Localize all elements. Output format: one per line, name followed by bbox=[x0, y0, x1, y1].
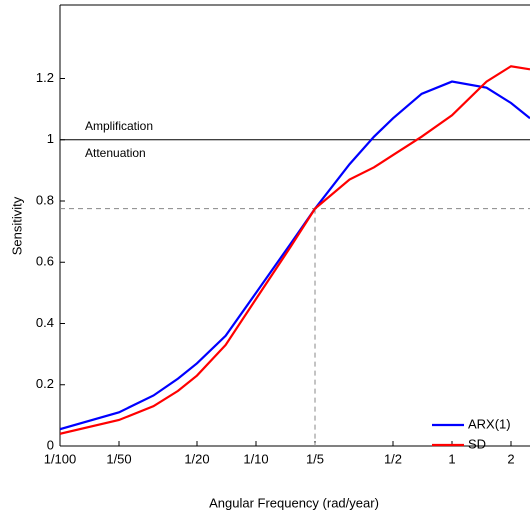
y-tick-label: 0.8 bbox=[36, 192, 54, 207]
x-tick-label: 1/5 bbox=[306, 451, 324, 466]
x-tick-label: 1/20 bbox=[184, 451, 209, 466]
legend-label: ARX(1) bbox=[468, 416, 511, 431]
y-tick-label: 0.6 bbox=[36, 254, 54, 269]
annotation: Attenuation bbox=[85, 146, 146, 160]
x-tick-label: 1/10 bbox=[243, 451, 268, 466]
y-tick-label: 1 bbox=[47, 131, 54, 146]
x-tick-label: 1/2 bbox=[384, 451, 402, 466]
y-tick-label: 0 bbox=[47, 437, 54, 452]
y-axis-label: Sensitivity bbox=[9, 196, 24, 255]
x-tick-label: 1/50 bbox=[106, 451, 131, 466]
x-tick-label: 2 bbox=[507, 451, 514, 466]
series-line bbox=[60, 65, 530, 435]
x-tick-label: 1 bbox=[448, 451, 455, 466]
y-tick-label: 0.4 bbox=[36, 315, 54, 330]
plot-area bbox=[60, 65, 530, 446]
x-tick-label: 1/100 bbox=[44, 451, 77, 466]
legend-label: SD bbox=[468, 436, 486, 451]
annotation: Amplification bbox=[85, 119, 153, 133]
x-axis-label: Angular Frequency (rad/year) bbox=[209, 495, 379, 510]
y-tick-label: 1.2 bbox=[36, 70, 54, 85]
y-tick-label: 0.2 bbox=[36, 376, 54, 391]
